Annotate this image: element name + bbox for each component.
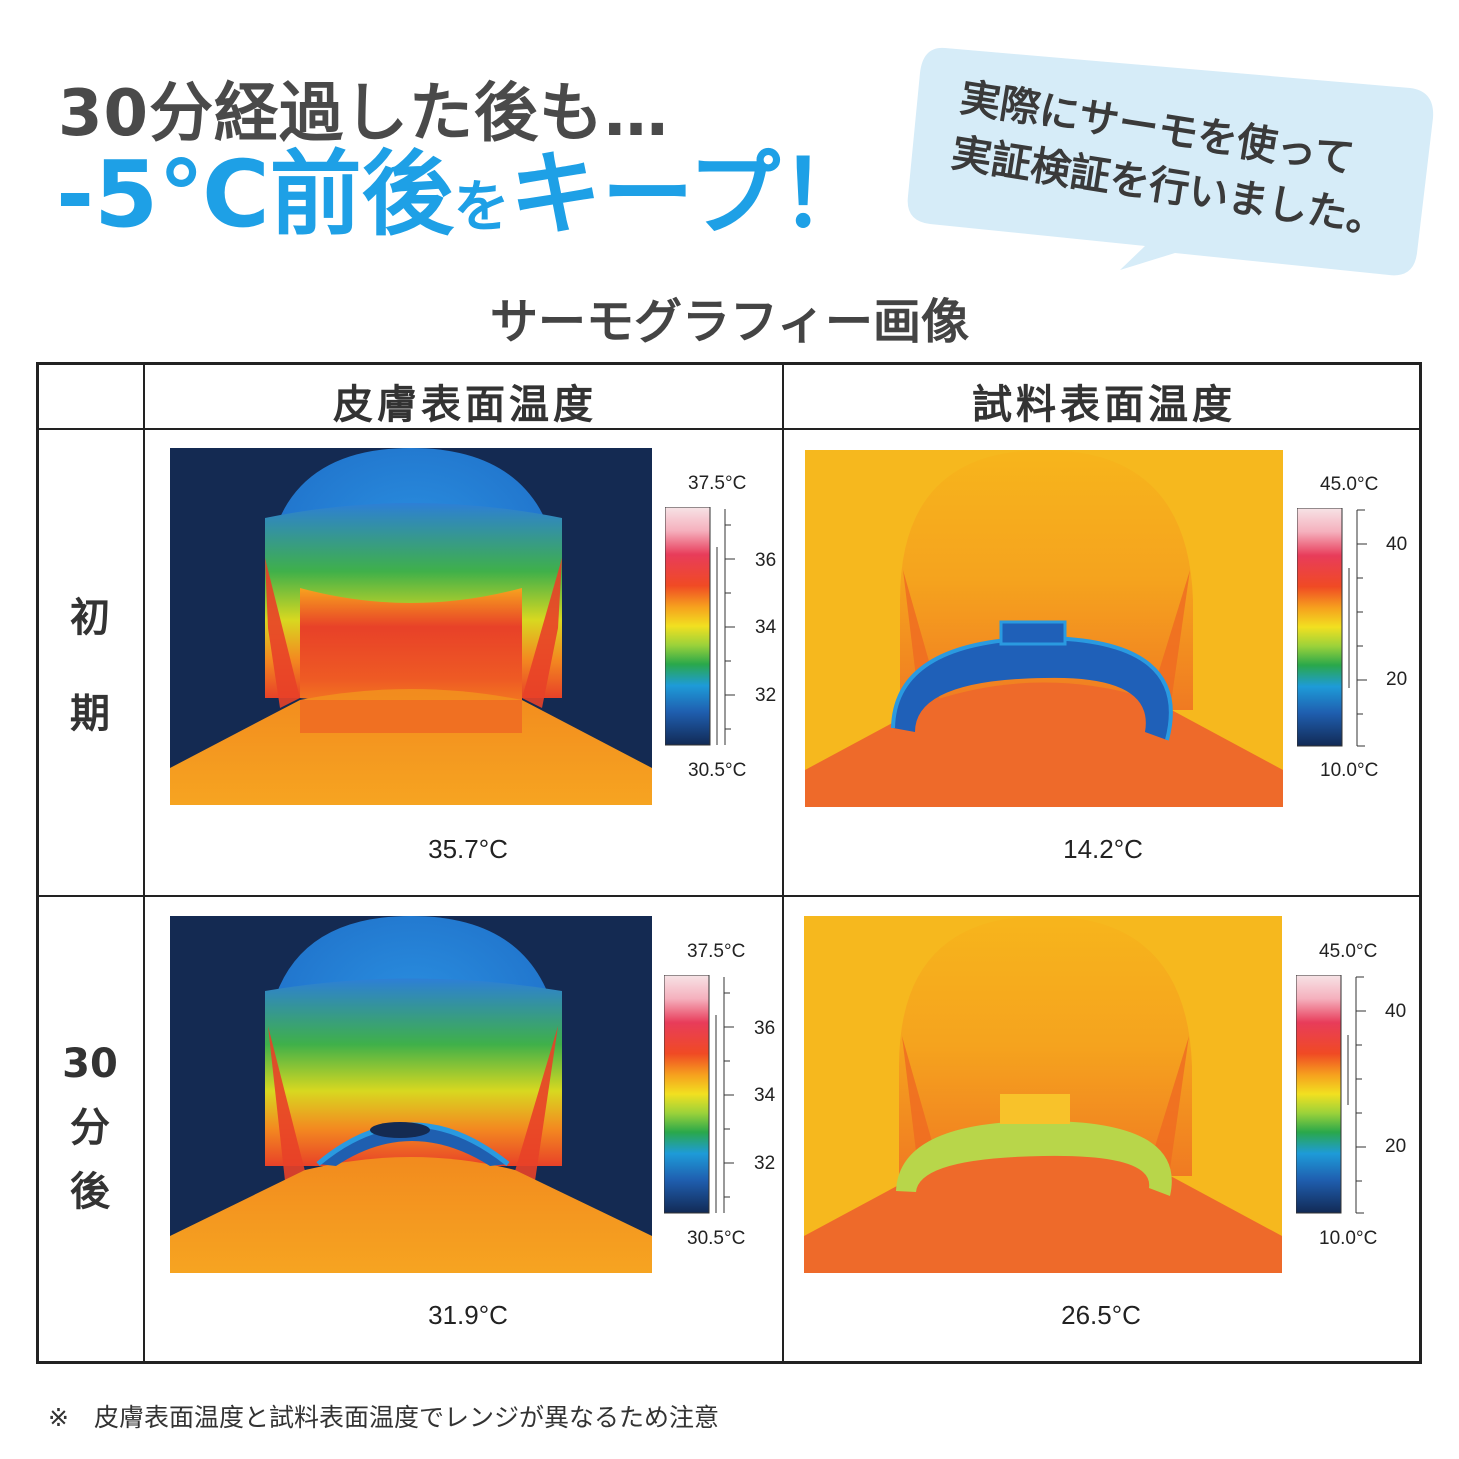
temperature-reading: 31.9°C (428, 1300, 508, 1330)
thermal-image-sample-initial (805, 450, 1283, 807)
footnote: ※ 皮膚表面温度と試料表面温度でレンジが異なるため注意 (48, 1403, 719, 1432)
thermography-table (36, 362, 1422, 1364)
scale-min-label: 10.0°C (1319, 1228, 1378, 1249)
scale-tick-label: 36 (755, 550, 777, 571)
headline-line2: -5℃前後をキープ！ (56, 140, 872, 276)
temperature-reading: 14.2°C (1063, 834, 1143, 864)
scale-tick-label: 34 (755, 617, 777, 638)
column-header-skin: 皮膚表面温度 (333, 382, 597, 428)
color-scale-sample-initial (1296, 507, 1387, 752)
headline-keep: キープ！ (509, 141, 873, 248)
scale-max-label: 45.0°C (1319, 941, 1378, 962)
thermal-image-skin-30min (170, 916, 652, 1273)
scale-max-label: 45.0°C (1320, 474, 1379, 495)
scale-tick-label: 40 (1385, 1001, 1407, 1022)
temperature-reading: 35.7°C (428, 834, 508, 864)
row-label-char: 後 (70, 1169, 110, 1215)
headline-line1: 30分経過した後も… (58, 77, 670, 151)
row-label-char: 期 (70, 691, 110, 737)
scale-tick-label: 20 (1386, 669, 1408, 690)
thermal-image-skin-initial (170, 448, 652, 805)
speech-bubble (905, 38, 1435, 286)
scale-min-label: 10.0°C (1320, 760, 1379, 781)
scale-max-label: 37.5°C (688, 473, 747, 494)
scale-tick-label: 20 (1385, 1136, 1407, 1157)
row-label-char: 分 (70, 1105, 110, 1151)
scale-tick-label: 32 (754, 1153, 776, 1174)
color-scale-skin-30min (663, 974, 754, 1219)
temperature-reading: 26.5°C (1061, 1300, 1141, 1330)
thermal-image-sample-30min (804, 916, 1282, 1273)
row-label-30min: 30 分 後 (40, 1032, 140, 1224)
scale-tick-label: 34 (754, 1085, 776, 1106)
section-title: サーモグラフィー画像 (489, 294, 970, 350)
scale-tick-label: 32 (755, 685, 777, 706)
row-label-char: 30 (62, 1041, 118, 1087)
row-label-initial: 初 期 (40, 586, 140, 746)
headline-temp: -5℃前後 (56, 141, 454, 248)
headline-particle: を (453, 175, 510, 240)
scale-min-label: 30.5°C (688, 760, 747, 781)
scale-tick-label: 36 (754, 1018, 776, 1039)
column-header-sample: 試料表面温度 (972, 382, 1236, 428)
color-scale-sample-30min (1295, 974, 1386, 1219)
color-scale-skin-initial (664, 506, 755, 751)
row-label-char: 初 (70, 595, 110, 641)
scale-max-label: 37.5°C (687, 941, 746, 962)
scale-min-label: 30.5°C (687, 1228, 746, 1249)
scale-tick-label: 40 (1386, 534, 1408, 555)
